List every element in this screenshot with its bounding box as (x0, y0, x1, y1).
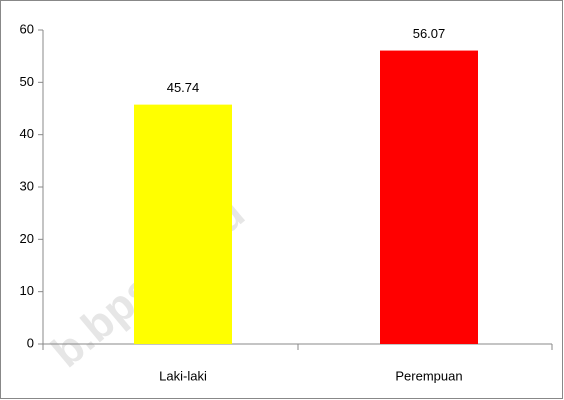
y-tick-label: 0 (27, 335, 34, 350)
y-tick-label: 60 (20, 21, 34, 36)
value-label: 45.74 (167, 80, 200, 95)
y-tick-label: 50 (20, 74, 34, 89)
y-tick-label: 40 (20, 126, 34, 141)
y-tick-label: 20 (20, 231, 34, 246)
value-label: 56.07 (413, 26, 446, 41)
bar (380, 50, 478, 344)
bar (134, 104, 232, 344)
y-tick-label: 10 (20, 283, 34, 298)
x-tick-label: Perempuan (395, 368, 462, 383)
y-tick-label: 30 (20, 178, 34, 193)
x-tick-label: Laki-laki (159, 368, 207, 383)
